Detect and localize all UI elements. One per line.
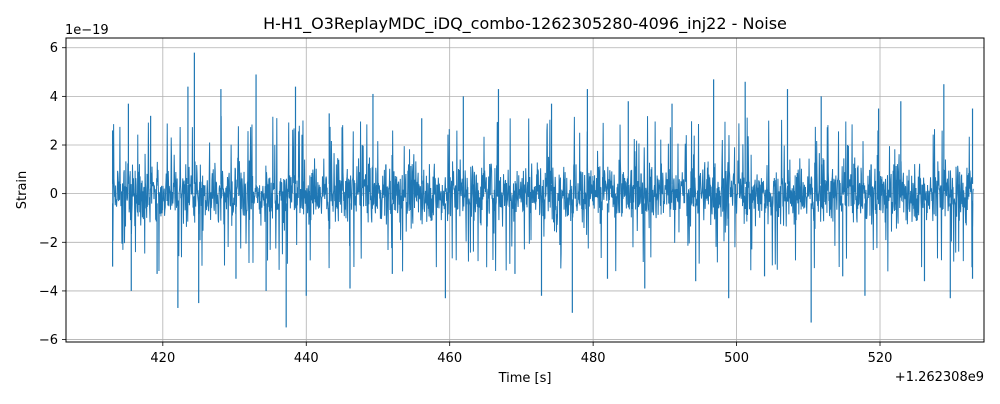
x-axis-offset-label: +1.262308e9 xyxy=(895,370,984,385)
x-axis: 420 440 460 480 500 520 xyxy=(150,342,892,366)
x-tick-label: 440 xyxy=(294,351,319,366)
x-axis-label: Time [s] xyxy=(498,371,552,386)
y-tick-label: −2 xyxy=(39,236,58,251)
y-tick-label: −6 xyxy=(39,333,58,348)
strain-trace xyxy=(112,52,974,328)
noise-series-line xyxy=(112,116,974,272)
y-tick-label: 6 xyxy=(50,41,58,56)
x-tick-label: 500 xyxy=(724,351,749,366)
plot-frame xyxy=(65,37,985,343)
y-tick-label: −4 xyxy=(39,284,58,299)
x-tick-label: 520 xyxy=(868,351,893,366)
y-axis-scale-label: 1e−19 xyxy=(65,23,109,38)
y-axis: −6 −4 −2 0 2 4 6 xyxy=(39,41,66,348)
y-tick-label: 4 xyxy=(50,90,58,105)
y-axis-label: Strain xyxy=(15,171,30,210)
x-tick-label: 420 xyxy=(150,351,175,366)
x-tick-label: 460 xyxy=(437,351,462,366)
x-tick-label: 480 xyxy=(581,351,606,366)
y-tick-label: 2 xyxy=(50,139,58,154)
y-tick-label: 0 xyxy=(50,187,58,202)
chart-title: H-H1_O3ReplayMDC_iDQ_combo-1262305280-40… xyxy=(263,14,787,34)
